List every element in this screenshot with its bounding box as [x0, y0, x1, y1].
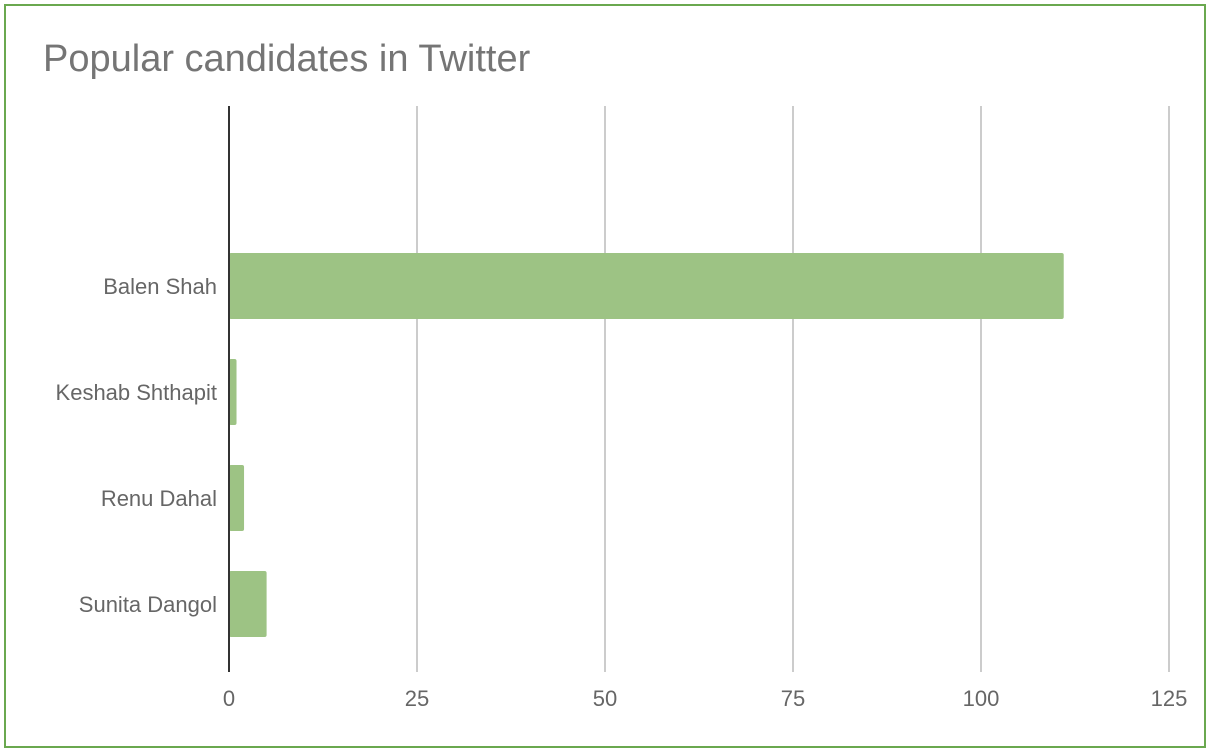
bar: [229, 571, 267, 637]
chart-title: Popular candidates in Twitter: [43, 38, 531, 80]
bar: [229, 253, 1064, 319]
category-label: Sunita Dangol: [79, 592, 217, 617]
x-tick-label: 0: [223, 686, 235, 711]
category-label: Keshab Shthapit: [56, 380, 217, 405]
x-tick-label: 25: [405, 686, 429, 711]
x-tick-label: 75: [781, 686, 805, 711]
bar: [229, 359, 237, 425]
bar: [229, 465, 245, 531]
category-label: Renu Dahal: [101, 486, 217, 511]
x-tick-label: 125: [1151, 686, 1188, 711]
bars: [229, 253, 1064, 637]
category-label: Balen Shah: [103, 274, 217, 299]
gridlines: [416, 106, 1170, 672]
x-tick-label: 100: [963, 686, 1000, 711]
x-tick-label: 50: [593, 686, 617, 711]
labels: 0 25 50 75 100 125 Balen Shah Keshab Shthapit Re…: [56, 274, 1188, 711]
